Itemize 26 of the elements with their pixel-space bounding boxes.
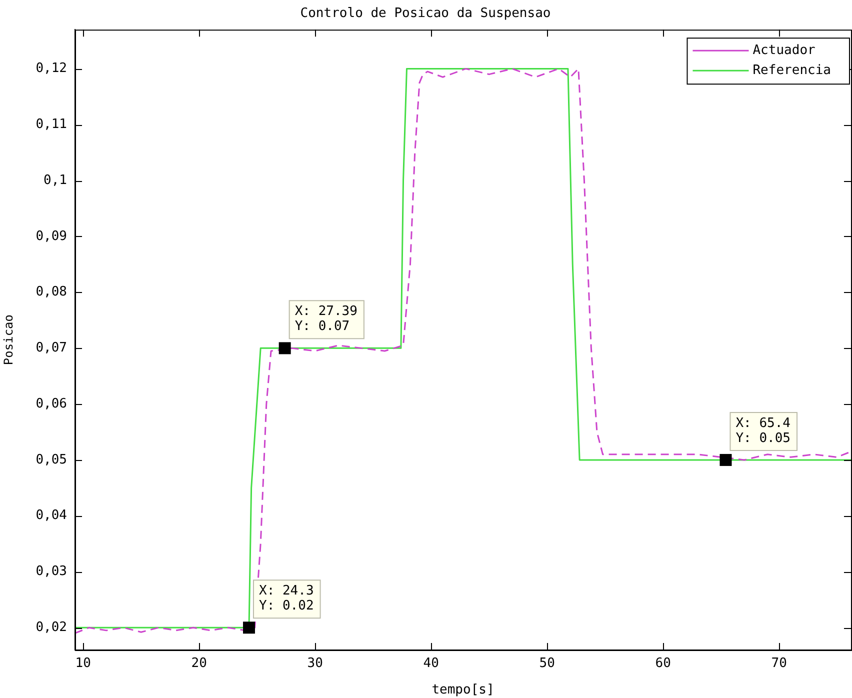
chart-title: Controlo de Posicao da Suspensao: [300, 6, 551, 22]
x-tick-label: 50: [539, 656, 555, 672]
y-tick-label: 0,02: [36, 620, 67, 636]
y-tick-label: 0,03: [36, 564, 67, 580]
y-tick-label: 0,04: [36, 508, 68, 524]
y-tick-label: 0,1: [44, 172, 67, 188]
y-axis-title: Posicao: [1, 314, 16, 366]
legend-label: Actuador: [752, 42, 816, 58]
x-tick-label: 30: [307, 656, 323, 672]
annotation: X: 24.3 Y: 0.02: [258, 584, 314, 614]
y-tick-label: 0,12: [36, 61, 67, 76]
y-tick-label: 0,09: [36, 228, 67, 244]
x-tick-label: 60: [655, 656, 671, 672]
annotation: X: 65.4 Y: 0.05: [736, 416, 791, 446]
annotation: X: 27.39 Y: 0.07: [294, 304, 358, 334]
y-tick-label: 0,05: [36, 452, 67, 468]
y-tick-label: 0,07: [36, 340, 67, 356]
y-tick-label: 0,11: [36, 116, 67, 132]
y-tick-label: 0,06: [36, 396, 67, 412]
x-axis-title: tempo[s]: [432, 682, 494, 698]
y-tick-label: 0,08: [36, 284, 67, 300]
legend-label: Referencia: [752, 62, 832, 78]
x-tick-label: 20: [191, 656, 207, 672]
x-tick-label: 10: [75, 656, 91, 672]
x-tick-label: 40: [423, 656, 439, 672]
x-tick-label: 70: [771, 656, 787, 672]
